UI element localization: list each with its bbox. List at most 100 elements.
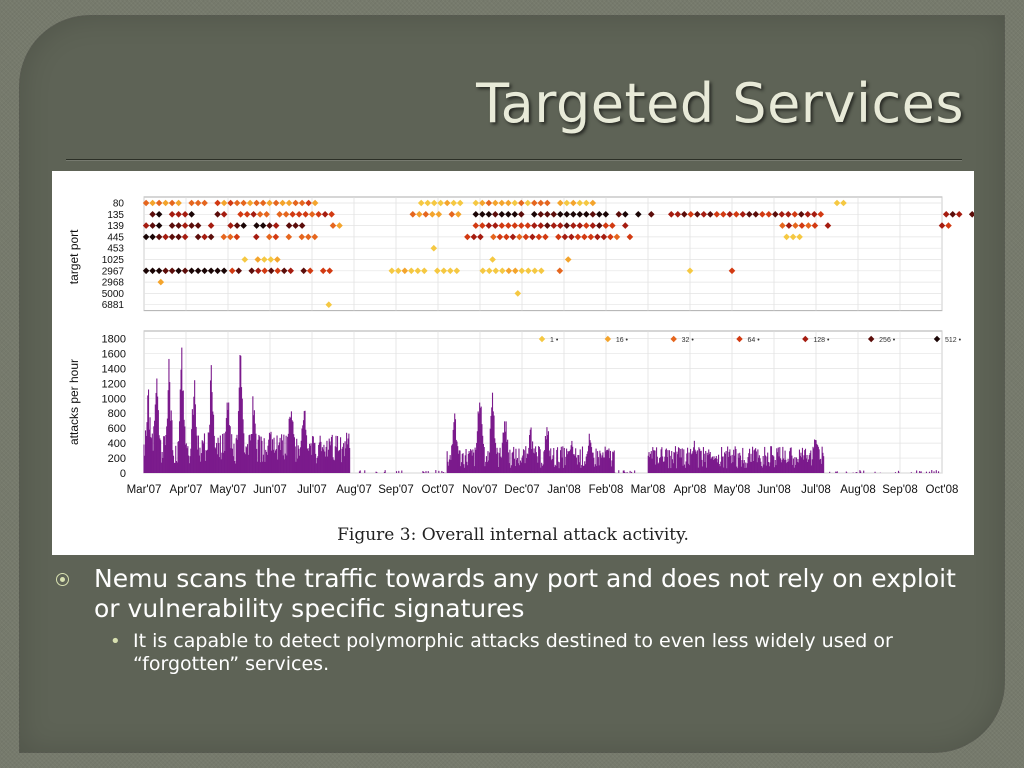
legend-label: 32 • bbox=[682, 337, 695, 344]
attack-marker bbox=[576, 222, 584, 229]
attack-marker bbox=[511, 199, 519, 207]
attack-marker bbox=[576, 211, 584, 218]
attack-marker bbox=[311, 199, 319, 207]
attack-marker bbox=[248, 267, 255, 275]
attack-marker bbox=[505, 199, 512, 207]
circle-bullet-icon bbox=[56, 573, 69, 586]
attack-marker bbox=[600, 233, 608, 241]
attack-marker bbox=[817, 211, 825, 218]
month-tick-label: Aug'07 bbox=[336, 484, 371, 496]
attack-marker bbox=[155, 199, 163, 207]
port-tick-label: 139 bbox=[107, 221, 124, 232]
attack-marker bbox=[798, 211, 805, 218]
attack-marker bbox=[524, 199, 532, 207]
attack-marker bbox=[259, 199, 267, 207]
attack-marker bbox=[240, 199, 247, 207]
legend-marker bbox=[933, 335, 941, 343]
attack-marker bbox=[681, 211, 688, 218]
attack-marker bbox=[142, 199, 150, 207]
attack-marker bbox=[272, 199, 280, 207]
attack-marker bbox=[292, 199, 299, 207]
attack-marker bbox=[280, 267, 288, 275]
figure: 80 135 139 445 453 1025 2967 2968 5000 6881 target… bbox=[52, 171, 974, 555]
attack-marker bbox=[563, 222, 571, 229]
attack-marker bbox=[168, 199, 176, 207]
attack-marker bbox=[443, 199, 451, 207]
attack-marker bbox=[464, 233, 471, 241]
attack-marker bbox=[496, 233, 504, 241]
attack-marker bbox=[175, 267, 182, 275]
attack-marker bbox=[279, 199, 286, 207]
attack-marker bbox=[648, 211, 655, 218]
attack-marker bbox=[942, 211, 950, 218]
attack-marker bbox=[503, 233, 510, 241]
attack-marker bbox=[531, 199, 538, 207]
attack-marker bbox=[181, 233, 189, 241]
rate-tick-label: 1000 bbox=[102, 393, 126, 405]
attack-marker bbox=[535, 233, 543, 241]
attack-marker bbox=[968, 211, 974, 218]
attack-marker bbox=[254, 256, 262, 263]
attack-marker bbox=[285, 199, 293, 207]
attack-marker bbox=[272, 233, 280, 241]
month-tick-label: Jan'08 bbox=[547, 484, 581, 496]
legend-label: 1 • bbox=[550, 337, 559, 344]
attack-marker bbox=[576, 199, 584, 207]
attack-marker bbox=[733, 211, 740, 218]
attack-marker bbox=[557, 199, 564, 207]
attack-marker bbox=[285, 233, 293, 241]
attack-marker bbox=[149, 199, 156, 207]
attack-marker bbox=[207, 233, 215, 241]
attack-marker bbox=[556, 267, 564, 275]
attack-marker bbox=[778, 211, 786, 218]
attack-marker bbox=[746, 211, 753, 218]
attack-marker bbox=[437, 199, 444, 207]
attack-marker bbox=[253, 199, 260, 207]
attack-marker bbox=[570, 222, 577, 229]
attack-marker bbox=[568, 233, 575, 241]
attack-marker bbox=[791, 211, 799, 218]
attack-marker bbox=[254, 267, 262, 275]
legend-marker bbox=[802, 335, 809, 343]
rate-tick-label: 200 bbox=[108, 453, 126, 465]
attack-marker bbox=[227, 233, 234, 241]
port-tick-label: 445 bbox=[107, 232, 124, 243]
attack-marker bbox=[602, 222, 610, 229]
attack-marker bbox=[759, 211, 766, 218]
attack-marker bbox=[201, 233, 208, 241]
attack-marker bbox=[489, 256, 496, 263]
attack-marker bbox=[424, 199, 431, 207]
attack-marker bbox=[430, 199, 438, 207]
attack-marker bbox=[589, 222, 597, 229]
attack-marker bbox=[266, 199, 273, 207]
attack-marker bbox=[589, 211, 597, 218]
attack-marker bbox=[583, 199, 590, 207]
attack-marker bbox=[233, 233, 241, 241]
legend-label: 128 • bbox=[813, 337, 830, 344]
month-tick-label: Mar'07 bbox=[127, 484, 162, 496]
attack-marker bbox=[739, 211, 747, 218]
attack-marker bbox=[525, 267, 532, 275]
rate-tick-label: 400 bbox=[108, 438, 126, 450]
figure-caption: Figure 3: Overall internal attack activi… bbox=[337, 525, 689, 545]
attack-marker bbox=[518, 267, 526, 275]
attack-marker bbox=[674, 211, 682, 218]
attack-marker bbox=[511, 222, 519, 229]
attack-marker bbox=[417, 199, 425, 207]
attack-marker bbox=[518, 211, 525, 218]
attack-marker bbox=[512, 267, 519, 275]
attack-marker bbox=[485, 199, 493, 207]
attack-marker bbox=[509, 233, 517, 241]
rate-tick-label: 1600 bbox=[102, 348, 126, 360]
attack-marker bbox=[253, 233, 260, 241]
attack-marker bbox=[557, 222, 564, 229]
rate-tick-label: 1800 bbox=[102, 333, 126, 345]
month-tick-label: May'08 bbox=[714, 484, 751, 496]
attack-marker bbox=[261, 267, 268, 275]
attack-marker bbox=[811, 211, 818, 218]
attack-marker bbox=[477, 233, 484, 241]
attack-marker bbox=[804, 211, 812, 218]
attack-marker bbox=[311, 233, 319, 241]
attack-marker bbox=[492, 199, 499, 207]
